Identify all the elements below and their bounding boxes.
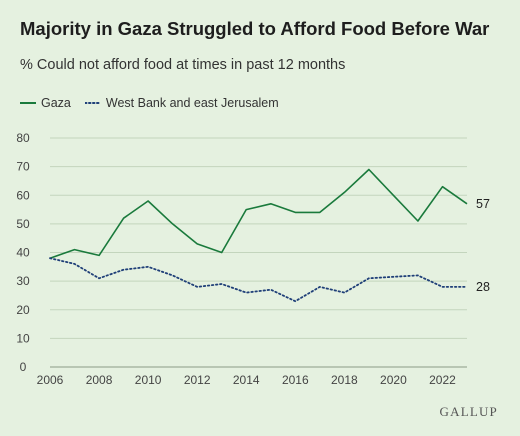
legend-item-westbank: West Bank and east Jerusalem <box>84 96 279 110</box>
y-tick-label-50: 50 <box>16 217 30 231</box>
end-label-gaza: 57 <box>476 197 490 211</box>
y-axis-ticks: 0 10 20 30 40 50 60 70 80 <box>16 131 30 374</box>
x-tick-label-2012: 2012 <box>184 373 211 387</box>
y-tick-label-0: 0 <box>20 360 27 374</box>
series-line-gaza <box>49 168 468 259</box>
y-tick-label-40: 40 <box>16 246 30 260</box>
chart-title: Majority in Gaza Struggled to Afford Foo… <box>20 18 490 39</box>
legend-swatch-gaza <box>20 102 36 104</box>
y-tick-label-80: 80 <box>16 131 30 145</box>
x-tick-label-2006: 2006 <box>37 373 64 387</box>
y-tick-label-30: 30 <box>16 274 30 288</box>
x-tick-label-2020: 2020 <box>380 373 407 387</box>
legend-label-gaza: Gaza <box>41 96 71 110</box>
x-tick-label-2016: 2016 <box>282 373 309 387</box>
y-tick-label-10: 10 <box>16 331 30 345</box>
x-tick-label-2008: 2008 <box>86 373 113 387</box>
legend: Gaza West Bank and east Jerusalem <box>20 96 293 110</box>
x-tick-label-2022: 2022 <box>429 373 456 387</box>
y-tick-label-20: 20 <box>16 303 30 317</box>
legend-item-gaza: Gaza <box>20 96 71 110</box>
series-line-westbank <box>49 257 468 303</box>
end-label-westbank: 28 <box>476 280 490 294</box>
x-tick-label-2018: 2018 <box>331 373 358 387</box>
grid-lines <box>50 137 467 368</box>
gallup-logo: GALLUP <box>439 404 498 419</box>
x-tick-label-2014: 2014 <box>233 373 260 387</box>
x-axis-ticks: 2006 2008 2010 2012 2014 2016 2018 2020 2022 <box>37 373 456 387</box>
x-tick-label-2010: 2010 <box>135 373 162 387</box>
series-lines <box>49 168 468 303</box>
y-tick-label-70: 70 <box>16 160 30 174</box>
chart-subtitle: % Could not afford food at times in past… <box>20 57 346 73</box>
end-labels: 57 28 <box>476 197 490 294</box>
legend-swatch-westbank <box>84 102 101 104</box>
legend-label-westbank: West Bank and east Jerusalem <box>105 96 279 110</box>
y-tick-label-60: 60 <box>16 188 30 202</box>
